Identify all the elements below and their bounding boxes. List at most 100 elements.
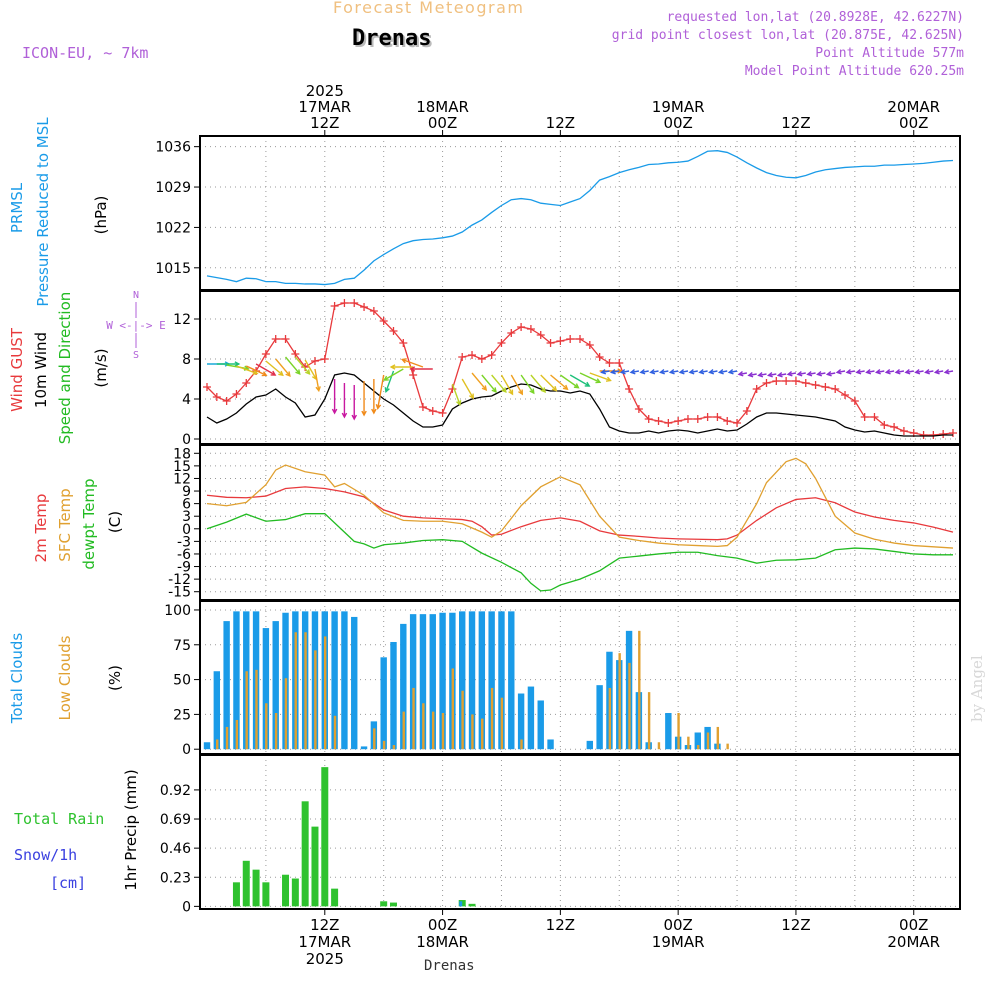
wind-arrow — [284, 356, 301, 375]
y-tick-label: 6 — [182, 497, 191, 513]
y-tick-label: 0.92 — [160, 783, 191, 799]
wind-arrow-head — [481, 385, 488, 391]
y-tick-label: 1029 — [155, 180, 191, 196]
total-cloud-bar — [419, 614, 427, 750]
low-cloud-bar — [618, 653, 621, 750]
low-cloud-bar — [628, 662, 631, 750]
model-label: ICON-EU, ~ 7km — [22, 44, 149, 62]
gust-marker — [320, 355, 329, 363]
wind-arrow-head — [508, 389, 514, 396]
gust-marker — [585, 341, 594, 349]
snow-bar — [459, 901, 463, 907]
gust-marker — [517, 323, 526, 331]
wind-arrow-head — [361, 410, 367, 417]
wind-arrow-head — [659, 369, 665, 375]
bottom-time-label: 00Z — [428, 916, 457, 934]
gust-marker — [723, 417, 732, 425]
gust-marker — [890, 423, 899, 431]
wind-arrow — [402, 358, 424, 368]
total-cloud-bar — [360, 746, 368, 750]
label-sfc-temp: SFC Temp — [56, 488, 74, 561]
wind-arrow — [383, 368, 404, 381]
total-cloud-bar — [272, 621, 279, 750]
total-cloud-bar — [537, 700, 544, 750]
top-time-label: 12Z — [781, 114, 810, 132]
wind-arrow-head — [518, 389, 524, 396]
wind-arrow-head — [943, 369, 950, 375]
low-cloud-bar — [706, 732, 710, 750]
wind-arrow-head — [816, 371, 823, 377]
series-prmsl — [206, 150, 954, 286]
wind-arrow — [265, 360, 284, 376]
y-tick-label: 0 — [182, 432, 191, 448]
total-cloud-bar — [351, 616, 358, 750]
wind-arrow-head — [786, 371, 793, 377]
wind-arrow-head — [727, 369, 734, 375]
wind-arrow-head — [619, 369, 626, 375]
y-tick-label: 15 — [173, 459, 191, 475]
low-cloud-bar — [245, 671, 248, 750]
gust-marker — [576, 335, 584, 343]
rain-bar — [291, 878, 299, 907]
gust-marker — [271, 335, 280, 343]
y-tick-label: 0 — [182, 899, 191, 915]
wind-arrow-head — [678, 369, 685, 375]
series-dewpt-temp — [206, 513, 953, 592]
low-cloud-bar — [471, 714, 474, 750]
footer-station: Drenas — [424, 958, 475, 974]
gust-marker — [713, 413, 722, 421]
bottom-time-label: 12Z — [310, 916, 339, 934]
compass-row: W <-|-> E — [106, 319, 166, 332]
point-altitude: Point Altitude 577m — [815, 46, 964, 61]
gust-marker — [350, 299, 359, 307]
wind-arrow-head — [261, 371, 268, 377]
low-cloud-bar — [726, 743, 729, 750]
gust-marker — [222, 397, 231, 405]
bottom-time-label: 2025 — [306, 950, 344, 968]
top-time-label: 00Z — [428, 114, 457, 132]
wind-arrow — [255, 363, 276, 376]
y-tick-label: 3 — [182, 509, 191, 525]
wind-arrow — [500, 374, 514, 395]
y-tick-label: -9 — [177, 560, 191, 576]
station-title: Drenas — [352, 26, 432, 51]
panel-precip: 0 0.23 0.46 0.69 0.92 — [160, 754, 961, 915]
y-tick-label: 0 — [182, 742, 191, 758]
gust-marker — [291, 350, 300, 358]
y-tick-label: -12 — [168, 572, 191, 588]
gust-marker — [683, 415, 692, 423]
wind-arrow-head — [351, 414, 358, 421]
gust-marker — [409, 371, 418, 379]
wind-arrow-head — [796, 371, 803, 377]
gust-marker — [929, 431, 938, 439]
wind-arrow-head — [384, 387, 390, 394]
gust-marker — [703, 413, 712, 421]
total-cloud-bar — [233, 611, 240, 750]
label-low-clouds: Low Clouds — [56, 635, 74, 720]
wind-arrow — [520, 374, 535, 394]
wind-arrow-head — [295, 369, 301, 375]
gust-marker — [733, 419, 742, 427]
label-2m-temp: 2m Temp — [32, 494, 50, 563]
gust-marker — [438, 409, 447, 417]
low-cloud-bar — [431, 711, 435, 750]
wind-arrow-head — [371, 408, 377, 415]
top-time-label: 19MAR — [652, 98, 705, 116]
gust-marker — [644, 415, 653, 423]
gust-marker — [860, 413, 869, 421]
wind-arrow-head — [874, 369, 881, 375]
gust-marker — [674, 417, 683, 425]
wind-arrow-head — [933, 369, 940, 375]
wind-arrow-head — [315, 386, 321, 393]
wind-arrow-head — [605, 376, 612, 382]
label-snow: Snow/1h — [14, 846, 77, 864]
wind-arrow-head — [285, 371, 291, 377]
low-cloud-bar — [225, 726, 229, 750]
gust-marker — [487, 351, 496, 359]
gust-marker — [625, 385, 634, 393]
total-cloud-bar — [223, 621, 230, 750]
low-cloud-bar — [402, 711, 405, 750]
gust-marker — [949, 429, 957, 437]
